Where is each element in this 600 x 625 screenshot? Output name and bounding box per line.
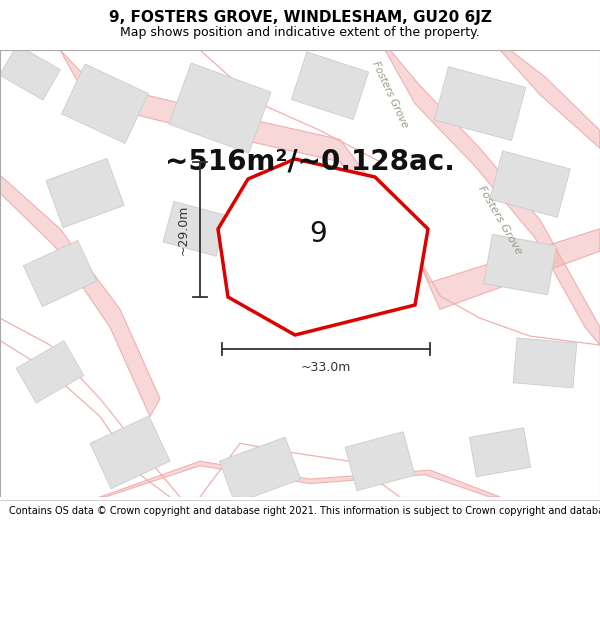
Polygon shape — [90, 416, 170, 489]
Text: ~29.0m: ~29.0m — [177, 204, 190, 255]
Polygon shape — [490, 151, 570, 218]
Polygon shape — [0, 50, 600, 309]
Polygon shape — [292, 52, 368, 119]
Polygon shape — [0, 175, 160, 416]
Polygon shape — [169, 63, 271, 153]
Polygon shape — [220, 437, 301, 503]
Polygon shape — [218, 159, 428, 335]
Text: 9, FOSTERS GROVE, WINDLESHAM, GU20 6JZ: 9, FOSTERS GROVE, WINDLESHAM, GU20 6JZ — [109, 10, 491, 25]
Text: 9: 9 — [309, 220, 326, 248]
Polygon shape — [0, 45, 61, 100]
Polygon shape — [16, 341, 84, 403]
Text: Contains OS data © Crown copyright and database right 2021. This information is : Contains OS data © Crown copyright and d… — [9, 506, 600, 516]
Polygon shape — [62, 64, 148, 143]
Text: Fosters Grove: Fosters Grove — [476, 184, 524, 256]
Polygon shape — [469, 428, 530, 477]
Polygon shape — [46, 158, 124, 228]
Text: ~516m²/~0.128ac.: ~516m²/~0.128ac. — [165, 148, 455, 176]
Polygon shape — [385, 50, 600, 345]
Polygon shape — [434, 67, 526, 141]
Polygon shape — [500, 50, 600, 148]
Text: Map shows position and indicative extent of the property.: Map shows position and indicative extent… — [120, 26, 480, 39]
Polygon shape — [484, 234, 556, 295]
Polygon shape — [100, 461, 500, 497]
Polygon shape — [163, 201, 227, 256]
Polygon shape — [23, 241, 97, 307]
Polygon shape — [513, 338, 577, 388]
Text: ~33.0m: ~33.0m — [301, 361, 351, 374]
Polygon shape — [345, 432, 415, 491]
Text: Fosters Grove: Fosters Grove — [370, 60, 410, 129]
